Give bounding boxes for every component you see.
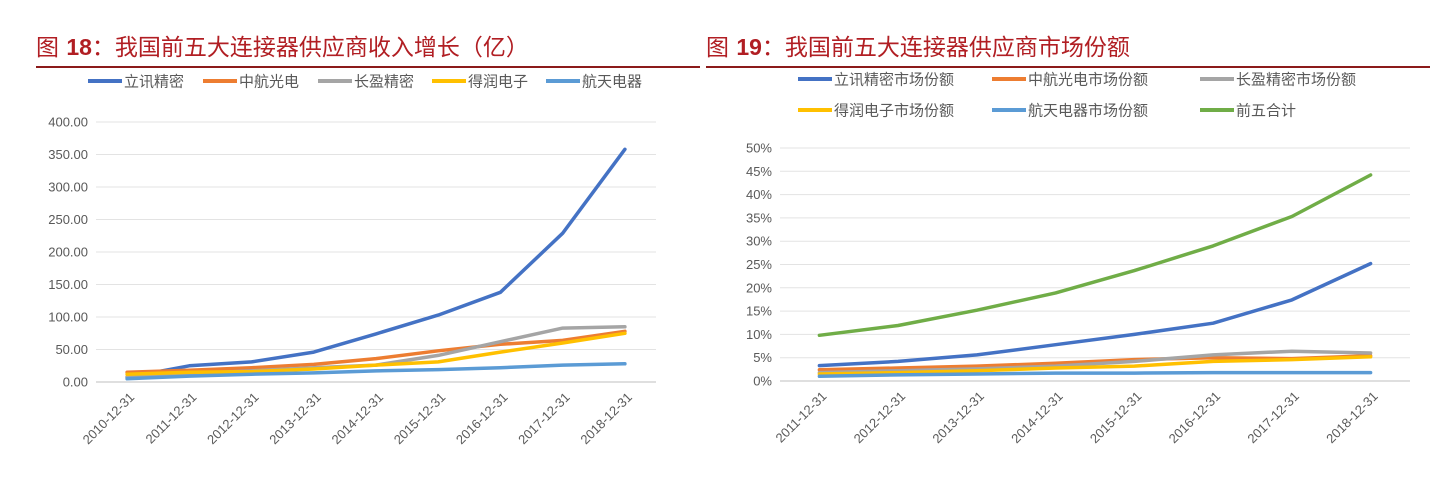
y-tick-label: 5%: [753, 350, 772, 365]
y-tick-label: 45%: [746, 164, 772, 179]
series-line: [125, 329, 627, 375]
x-tick-label: 2017-12-31: [515, 390, 573, 448]
series-line: [125, 362, 627, 381]
x-tick-label: 2013-12-31: [266, 390, 324, 448]
y-tick-label: 25%: [746, 257, 772, 272]
series-line: [817, 370, 1373, 379]
y-tick-label: 250.00: [48, 212, 88, 227]
x-tick-label: 2013-12-31: [929, 389, 987, 447]
series-line: [817, 173, 1373, 338]
legend-label: 航天电器: [582, 73, 642, 91]
chart-title: 图 18：我国前五大连接器供应商收入增长（亿）: [36, 34, 529, 61]
x-tick-label: 2011-12-31: [773, 389, 830, 446]
legend-label: 长盈精密: [354, 73, 414, 91]
y-tick-label: 400.00: [48, 115, 88, 130]
x-tick-label: 2014-12-31: [1008, 389, 1066, 447]
y-tick-label: 100.00: [48, 310, 88, 325]
y-tick-label: 0%: [753, 374, 772, 389]
x-tick-label: 2016-12-31: [453, 390, 511, 448]
chart-panel-19: 图 19：我国前五大连接器供应商市场份额 0% 5% 10% 15% 20% 25% 30%…: [700, 0, 1436, 490]
title-rule: [36, 66, 700, 68]
legend-label: 得润电子: [468, 73, 528, 91]
legend-label: 长盈精密市场份额: [1236, 71, 1356, 89]
y-tick-label: 20%: [746, 280, 772, 295]
x-tick-label: 2012-12-31: [204, 390, 262, 448]
x-tick-label: 2011-12-31: [142, 390, 199, 447]
y-tick-label: 350.00: [48, 147, 88, 162]
legend-label: 中航光电市场份额: [1028, 71, 1148, 89]
title-rule: [706, 66, 1430, 68]
y-tick-label: 0.00: [63, 375, 88, 390]
legend-label: 立讯精密市场份额: [834, 71, 954, 89]
y-tick-label: 50%: [746, 141, 772, 156]
series-line: [817, 261, 1373, 368]
x-tick-label: 2015-12-31: [1087, 389, 1145, 447]
series-line: [817, 355, 1373, 376]
market-share-line-chart: 0% 5% 10% 15% 20% 25% 30% 35% 40% 45% 50% 2011-12-3…: [746, 71, 1410, 447]
x-tick-label: 2012-12-31: [851, 389, 909, 447]
y-tick-label: 30%: [746, 234, 772, 249]
y-tick-label: 200.00: [48, 245, 88, 260]
y-tick-label: 35%: [746, 210, 772, 225]
x-tick-label: 2016-12-31: [1166, 389, 1224, 447]
x-tick-label: 2018-12-31: [577, 390, 635, 448]
x-tick-label: 2017-12-31: [1244, 389, 1302, 447]
y-tick-label: 300.00: [48, 180, 88, 195]
series-line: [125, 147, 627, 380]
x-tick-label: 2018-12-31: [1323, 389, 1381, 447]
y-tick-label: 15%: [746, 304, 772, 319]
revenue-line-chart: 0.00 50.00 100.00 150.00 200.00 250.00 300.00 3…: [48, 73, 656, 448]
y-tick-label: 50.00: [55, 342, 88, 357]
y-tick-label: 150.00: [48, 277, 88, 292]
legend-label: 航天电器市场份额: [1028, 102, 1148, 120]
chart-title: 图 19：我国前五大连接器供应商市场份额: [706, 34, 1130, 61]
legend-label: 立讯精密: [124, 73, 184, 91]
chart-panel-18: 图 18：我国前五大连接器供应商收入增长（亿） 0.00 50.00 100.00 1…: [0, 0, 700, 490]
y-tick-label: 10%: [746, 327, 772, 342]
series-line: [817, 349, 1373, 375]
x-tick-label: 2010-12-31: [80, 390, 138, 448]
series-line: [125, 331, 627, 376]
legend-label: 得润电子市场份额: [834, 102, 954, 120]
x-tick-label: 2014-12-31: [328, 390, 386, 448]
y-tick-label: 40%: [746, 187, 772, 202]
legend-label: 中航光电: [239, 73, 299, 91]
x-tick-label: 2015-12-31: [391, 390, 449, 448]
legend-label: 前五合计: [1236, 102, 1296, 120]
